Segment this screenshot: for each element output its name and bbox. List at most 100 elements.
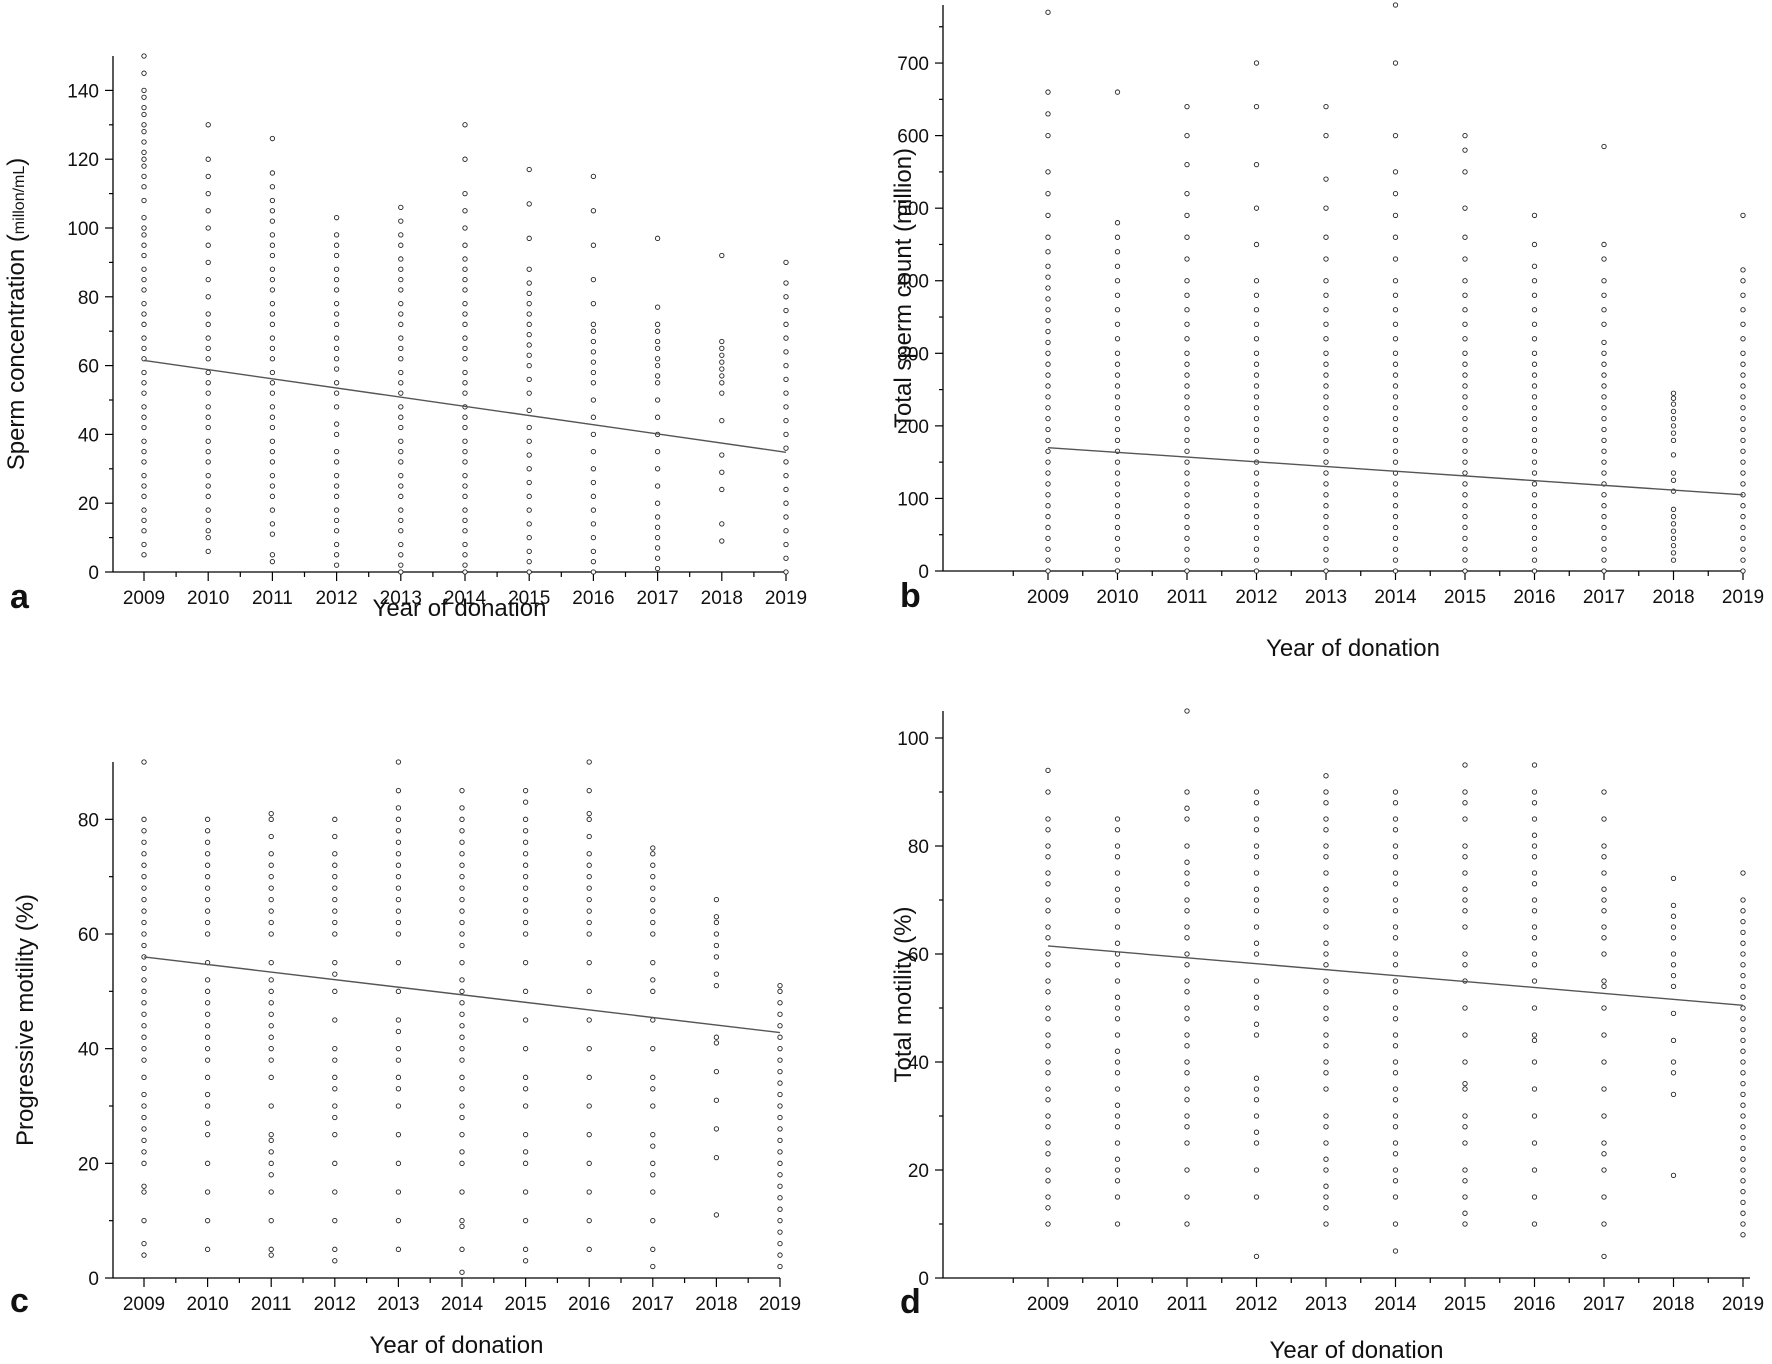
data-point [204,862,211,868]
data-point [268,1137,274,1144]
data-point [205,507,211,513]
data-point [1531,1113,1538,1119]
data-point [1462,924,1468,930]
data-point [269,135,276,142]
data-point [1462,843,1468,849]
data-point [204,1046,211,1052]
data-point [204,1011,211,1017]
data-point [1740,940,1746,946]
data-point [1114,1032,1121,1038]
x-tick-label: 2010 [187,588,229,609]
data-point [1114,292,1121,298]
data-point [268,816,274,822]
data-point [1184,1124,1190,1130]
data-point [654,545,661,551]
data-point [459,977,465,983]
data-point [1601,1086,1607,1092]
data-point [1184,805,1190,811]
data-point [1323,481,1329,487]
data-point [590,569,597,575]
data-point [1184,1097,1190,1103]
y-axis-title-unit: millon/mL [11,166,28,235]
data-point [522,1086,529,1092]
data-point [205,517,211,524]
data-point [1392,924,1399,930]
data-point [1601,143,1607,150]
data-point [1045,111,1051,117]
data-point [1045,827,1051,833]
data-point [462,156,468,162]
data-point [1323,103,1329,110]
data-point [1740,415,1746,422]
data-point [526,235,532,241]
data-point [1531,832,1538,838]
data-point [1253,843,1260,849]
data-point [650,851,656,857]
data-point [650,960,656,966]
data-point [586,1132,592,1138]
data-point [1045,481,1051,487]
data-point [462,301,468,307]
data-point [1114,940,1121,946]
data-point [526,559,532,565]
data-point [333,311,340,317]
data-point [654,500,661,506]
data-point [462,448,468,455]
data-point [1392,897,1399,903]
data-point [141,448,147,455]
data-point [654,397,661,403]
data-point [1323,546,1329,552]
data-point [1392,816,1399,822]
data-point [462,266,468,272]
data-point [1740,1134,1746,1141]
data-point [1740,1178,1746,1184]
data-point [395,851,402,857]
data-point [1253,908,1260,914]
data-point [1323,503,1329,509]
data-point [1253,383,1260,389]
data-point [1740,535,1746,541]
data-point [395,759,402,765]
data-point [650,1172,656,1178]
y-tick-label: 0 [918,1269,929,1290]
data-point [268,1246,274,1252]
data-point [590,301,597,307]
data-point [268,833,274,840]
data-point [783,404,789,410]
data-point [1045,372,1051,378]
data-point [1184,132,1190,139]
data-point [1740,1016,1746,1022]
data-point [713,914,720,920]
x-tick-label: 2017 [632,1294,674,1315]
data-point [1253,336,1260,342]
data-point [1531,924,1538,930]
data-point [205,534,211,541]
data-point [1601,983,1607,990]
data-point [1740,278,1746,284]
data-point [1045,285,1051,291]
x-tick-label: 2010 [186,1294,228,1315]
data-point [1462,897,1468,903]
data-point [1253,827,1260,833]
data-point [205,190,211,197]
x-tick-label: 2017 [636,588,678,609]
data-point [1184,256,1190,262]
data-point [777,1103,783,1109]
data-point [1670,875,1677,882]
data-point [332,960,338,966]
data-point [1392,935,1399,941]
data-point [654,356,661,362]
data-point [459,1160,465,1166]
data-point [783,307,789,314]
data-point [1253,1032,1260,1038]
data-point [1184,843,1190,849]
data-point [1531,292,1538,298]
data-point [1045,169,1051,175]
data-point [1045,924,1051,930]
data-point [395,1017,402,1023]
data-point [1531,881,1538,887]
data-point [1462,147,1468,153]
data-point [526,390,532,396]
data-point [654,524,661,530]
data-point [526,166,532,173]
